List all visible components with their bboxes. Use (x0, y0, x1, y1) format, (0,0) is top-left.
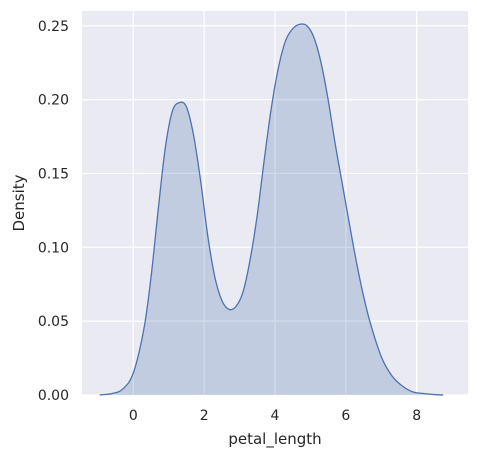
x-tick-label: 0 (129, 408, 138, 424)
y-tick-label: 0.00 (38, 388, 69, 404)
y-tick-label: 0.05 (38, 314, 69, 330)
x-tick-label: 4 (271, 408, 280, 424)
y-axis-label: Density (10, 174, 28, 231)
x-tick-labels: 0 2 4 6 8 (129, 408, 421, 424)
y-tick-label: 0.20 (38, 93, 69, 109)
y-tick-label: 0.10 (38, 240, 69, 256)
y-tick-label: 0.25 (38, 19, 69, 35)
y-tick-label: 0.15 (38, 166, 69, 182)
density-line (99, 23, 444, 396)
x-tick-label: 6 (341, 408, 350, 424)
grid-lines (82, 11, 468, 396)
y-tick-labels: 0.00 0.05 0.10 0.15 0.20 0.25 (38, 19, 69, 404)
x-tick-label: 8 (412, 408, 421, 424)
x-axis-label: petal_length (228, 430, 321, 449)
x-tick-label: 2 (200, 408, 209, 424)
density-fill (99, 23, 444, 396)
